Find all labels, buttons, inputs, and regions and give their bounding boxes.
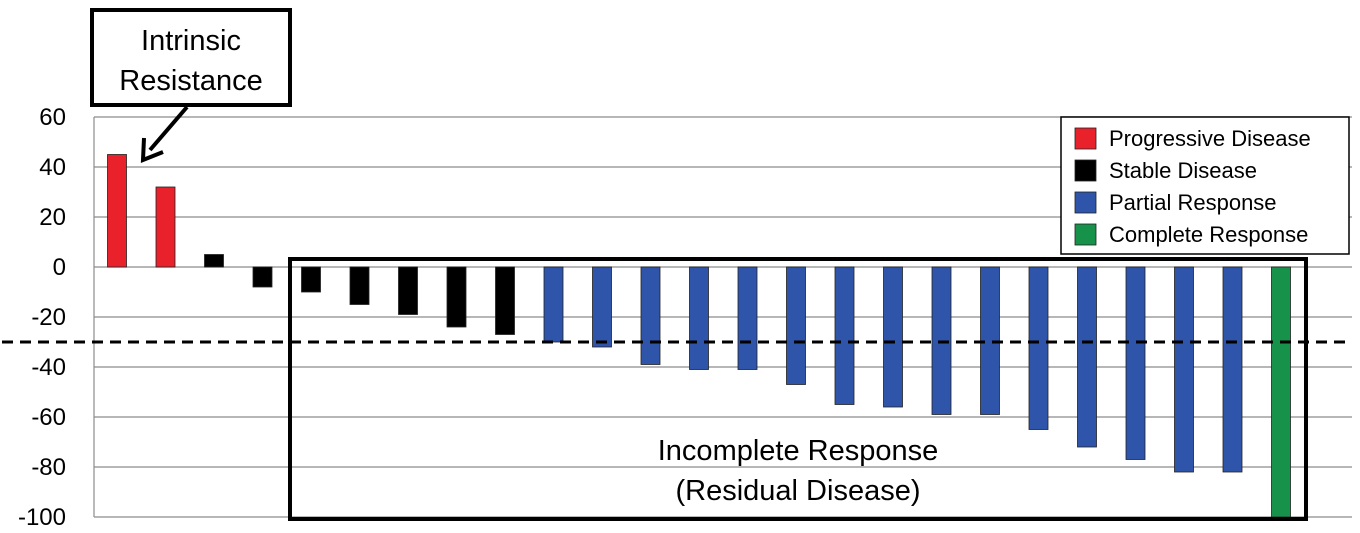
y-tick-label: 20 bbox=[39, 204, 66, 231]
bar-pr bbox=[1174, 266, 1194, 473]
incomplete-response-box bbox=[288, 257, 1308, 521]
legend-swatch-sd bbox=[1074, 159, 1097, 182]
bar-sd bbox=[252, 266, 273, 288]
legend-label-cr: Complete Response bbox=[1109, 222, 1308, 247]
legend-box bbox=[1060, 116, 1350, 255]
bar-pd bbox=[155, 186, 176, 268]
incomplete-response-label-line2: (Residual Disease) bbox=[676, 475, 921, 507]
y-tick-label: 0 bbox=[53, 254, 66, 281]
bar-sd bbox=[495, 266, 515, 335]
bar-pr bbox=[786, 266, 806, 385]
legend-label-pd: Progressive Disease bbox=[1109, 126, 1311, 151]
y-tick-label: 60 bbox=[39, 104, 66, 131]
legend-label-sd: Stable Disease bbox=[1109, 158, 1257, 183]
bar-pr bbox=[834, 266, 855, 405]
bar-sd bbox=[204, 254, 224, 268]
bar-sd bbox=[301, 266, 321, 293]
bar-pr bbox=[543, 266, 564, 343]
legend-swatch-pr bbox=[1074, 191, 1097, 214]
bar-sd bbox=[398, 266, 418, 315]
bar-pr bbox=[1222, 266, 1243, 473]
y-axis: 60 40 20 0 -20 -40 -60 -80 -100 bbox=[18, 104, 95, 531]
legend-swatch-pd bbox=[1074, 127, 1097, 150]
y-tick-label: 40 bbox=[39, 154, 66, 181]
y-tick-label: -40 bbox=[31, 354, 66, 381]
intrinsic-resistance-box bbox=[90, 8, 292, 107]
bars bbox=[107, 154, 1291, 518]
bar-pd bbox=[107, 154, 127, 268]
bar-pr bbox=[1125, 266, 1146, 460]
bar-pr bbox=[1077, 266, 1097, 448]
intrinsic-resistance-label-line2: Resistance bbox=[119, 65, 262, 97]
bar-pr bbox=[592, 266, 612, 348]
bar-cr bbox=[1271, 266, 1291, 518]
bar-pr bbox=[883, 266, 903, 408]
legend-swatch-cr bbox=[1074, 223, 1097, 246]
bar-sd bbox=[349, 266, 370, 305]
y-tick-label: -100 bbox=[18, 504, 66, 531]
bar-pr bbox=[640, 266, 661, 365]
bar-pr bbox=[737, 266, 758, 370]
bar-sd bbox=[446, 266, 467, 328]
incomplete-response-label-line1: Incomplete Response bbox=[658, 435, 939, 467]
callout-arrow bbox=[140, 105, 189, 164]
legend: Progressive Disease Stable Disease Partial… bbox=[1060, 116, 1350, 255]
y-tick-label: -60 bbox=[31, 404, 66, 431]
intrinsic-resistance-label-line1: Intrinsic bbox=[141, 25, 241, 57]
legend-label-pr: Partial Response bbox=[1109, 190, 1277, 215]
bar-pr bbox=[1028, 266, 1049, 430]
y-tick-label: -80 bbox=[31, 454, 66, 481]
bar-pr bbox=[689, 266, 709, 370]
y-tick-label: -20 bbox=[31, 304, 66, 331]
